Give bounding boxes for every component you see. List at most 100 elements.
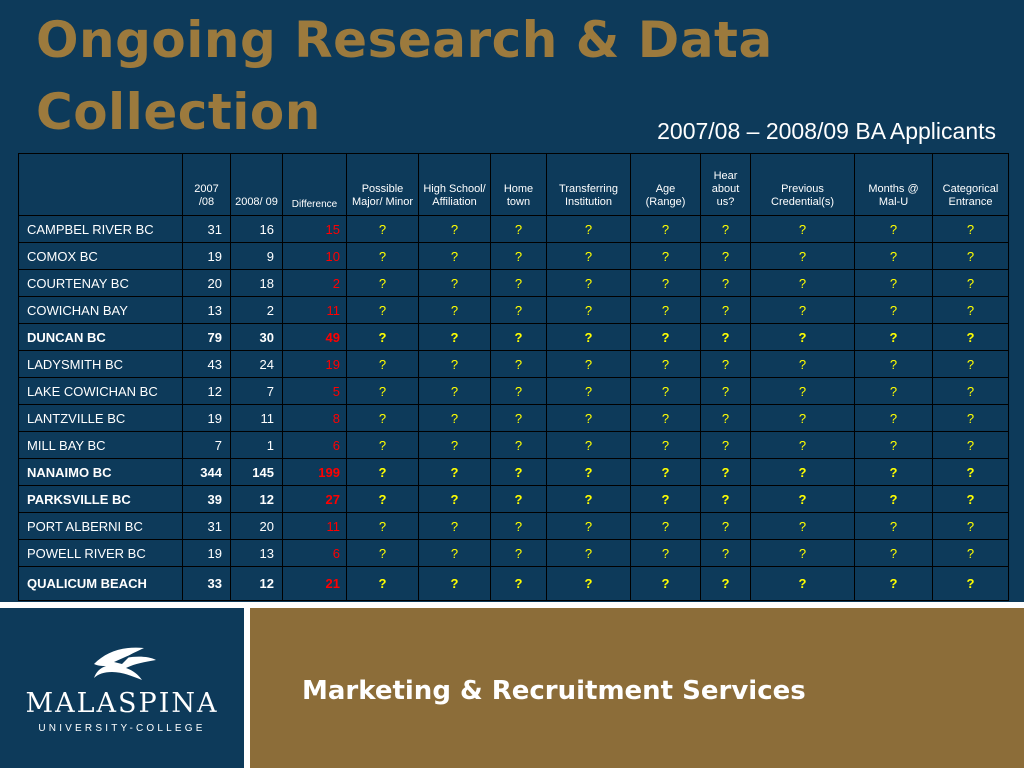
cell-2007-08: 7 xyxy=(182,431,231,459)
cell-2007-08: 12 xyxy=(182,377,231,405)
cell-2008-09: 12 xyxy=(230,485,283,513)
logo-wordmark: MALASPINA xyxy=(25,688,219,719)
cell-age-range: ? xyxy=(630,377,701,405)
cell-location: PORT ALBERNI BC xyxy=(18,512,183,540)
table-row: LADYSMITH BC 43 24 19????????? xyxy=(18,350,1009,378)
cell-months-mal-u: ? xyxy=(854,269,933,297)
cell-major-minor: ? xyxy=(346,566,419,601)
cell-difference: 49 xyxy=(282,323,347,351)
cell-transferring-institution: ? xyxy=(546,269,631,297)
cell-months-mal-u: ? xyxy=(854,377,933,405)
cell-2008-09: 2 xyxy=(230,296,283,324)
cell-age-range: ? xyxy=(630,215,701,243)
cell-hear-about-us: ? xyxy=(700,512,751,540)
cell-location: CAMPBEL RIVER BC xyxy=(18,215,183,243)
cell-2008-09: 145 xyxy=(230,458,283,486)
cell-previous-credentials: ? xyxy=(750,485,855,513)
cell-previous-credentials: ? xyxy=(750,512,855,540)
cell-2007-08: 19 xyxy=(182,539,231,567)
cell-categorical-entrance: ? xyxy=(932,215,1009,243)
cell-previous-credentials: ? xyxy=(750,377,855,405)
cell-2008-09: 16 xyxy=(230,215,283,243)
cell-previous-credentials: ? xyxy=(750,458,855,486)
cell-months-mal-u: ? xyxy=(854,512,933,540)
cell-2007-08: 344 xyxy=(182,458,231,486)
cell-difference: 10 xyxy=(282,242,347,270)
cell-hear-about-us: ? xyxy=(700,242,751,270)
cell-major-minor: ? xyxy=(346,458,419,486)
cell-major-minor: ? xyxy=(346,269,419,297)
table-row: DUNCAN BC 79 30 49????????? xyxy=(18,323,1009,351)
cell-transferring-institution: ? xyxy=(546,458,631,486)
cell-difference: 21 xyxy=(282,566,347,601)
table-row: NANAIMO BC 344 145 199????????? xyxy=(18,458,1009,486)
cell-location: MILL BAY BC xyxy=(18,431,183,459)
cell-major-minor: ? xyxy=(346,215,419,243)
cell-transferring-institution: ? xyxy=(546,350,631,378)
cell-2007-08: 43 xyxy=(182,350,231,378)
table-header-row: 2007 /08 2008/ 09 Difference Possible Ma… xyxy=(18,153,1009,216)
cell-2007-08: 79 xyxy=(182,323,231,351)
cell-transferring-institution: ? xyxy=(546,323,631,351)
cell-high-school: ? xyxy=(418,296,491,324)
cell-high-school: ? xyxy=(418,269,491,297)
cell-months-mal-u: ? xyxy=(854,242,933,270)
cell-major-minor: ? xyxy=(346,377,419,405)
footer-divider xyxy=(244,608,250,768)
cell-hear-about-us: ? xyxy=(700,566,751,601)
cell-home-town: ? xyxy=(490,512,547,540)
cell-2008-09: 9 xyxy=(230,242,283,270)
cell-categorical-entrance: ? xyxy=(932,350,1009,378)
cell-2008-09: 20 xyxy=(230,512,283,540)
cell-categorical-entrance: ? xyxy=(932,242,1009,270)
cell-previous-credentials: ? xyxy=(750,323,855,351)
header-2007-08: 2007 /08 xyxy=(182,153,231,216)
cell-2008-09: 7 xyxy=(230,377,283,405)
cell-major-minor: ? xyxy=(346,350,419,378)
table-row: PORT ALBERNI BC 31 20 11????????? xyxy=(18,512,1009,540)
cell-hear-about-us: ? xyxy=(700,296,751,324)
slide-title: Ongoing Research & Data Collection xyxy=(36,11,773,141)
cell-2007-08: 39 xyxy=(182,485,231,513)
cell-location: NANAIMO BC xyxy=(18,458,183,486)
cell-hear-about-us: ? xyxy=(700,377,751,405)
cell-months-mal-u: ? xyxy=(854,215,933,243)
cell-major-minor: ? xyxy=(346,323,419,351)
table-row: PARKSVILLE BC 39 12 27????????? xyxy=(18,485,1009,513)
header-transferring-institution: Transferring Institution xyxy=(546,153,631,216)
eagle-wing-logo-icon xyxy=(94,647,156,680)
header-months-mal-u: Months @ Mal-U xyxy=(854,153,933,216)
cell-2007-08: 13 xyxy=(182,296,231,324)
cell-2008-09: 11 xyxy=(230,404,283,432)
table-row: COURTENAY BC 20 18 2????????? xyxy=(18,269,1009,297)
cell-high-school: ? xyxy=(418,242,491,270)
cell-transferring-institution: ? xyxy=(546,296,631,324)
cell-high-school: ? xyxy=(418,485,491,513)
applicants-table-container: 2007 /08 2008/ 09 Difference Possible Ma… xyxy=(18,153,1009,601)
cell-hear-about-us: ? xyxy=(700,539,751,567)
table-body: CAMPBEL RIVER BC 31 16 15????????? COMOX BC 1… xyxy=(18,215,1009,601)
cell-high-school: ? xyxy=(418,458,491,486)
applicants-table: 2007 /08 2008/ 09 Difference Possible Ma… xyxy=(18,153,1009,601)
cell-home-town: ? xyxy=(490,431,547,459)
cell-location: DUNCAN BC xyxy=(18,323,183,351)
cell-difference: 15 xyxy=(282,215,347,243)
cell-categorical-entrance: ? xyxy=(932,485,1009,513)
cell-transferring-institution: ? xyxy=(546,404,631,432)
cell-2007-08: 20 xyxy=(182,269,231,297)
cell-location: POWELL RIVER BC xyxy=(18,539,183,567)
cell-months-mal-u: ? xyxy=(854,566,933,601)
cell-high-school: ? xyxy=(418,566,491,601)
cell-months-mal-u: ? xyxy=(854,296,933,324)
cell-age-range: ? xyxy=(630,539,701,567)
cell-previous-credentials: ? xyxy=(750,566,855,601)
header-high-school: High School/ Affiliation xyxy=(418,153,491,216)
cell-categorical-entrance: ? xyxy=(932,539,1009,567)
cell-location: LAKE COWICHAN BC xyxy=(18,377,183,405)
cell-major-minor: ? xyxy=(346,296,419,324)
cell-hear-about-us: ? xyxy=(700,269,751,297)
cell-categorical-entrance: ? xyxy=(932,431,1009,459)
cell-home-town: ? xyxy=(490,296,547,324)
cell-transferring-institution: ? xyxy=(546,377,631,405)
cell-months-mal-u: ? xyxy=(854,539,933,567)
